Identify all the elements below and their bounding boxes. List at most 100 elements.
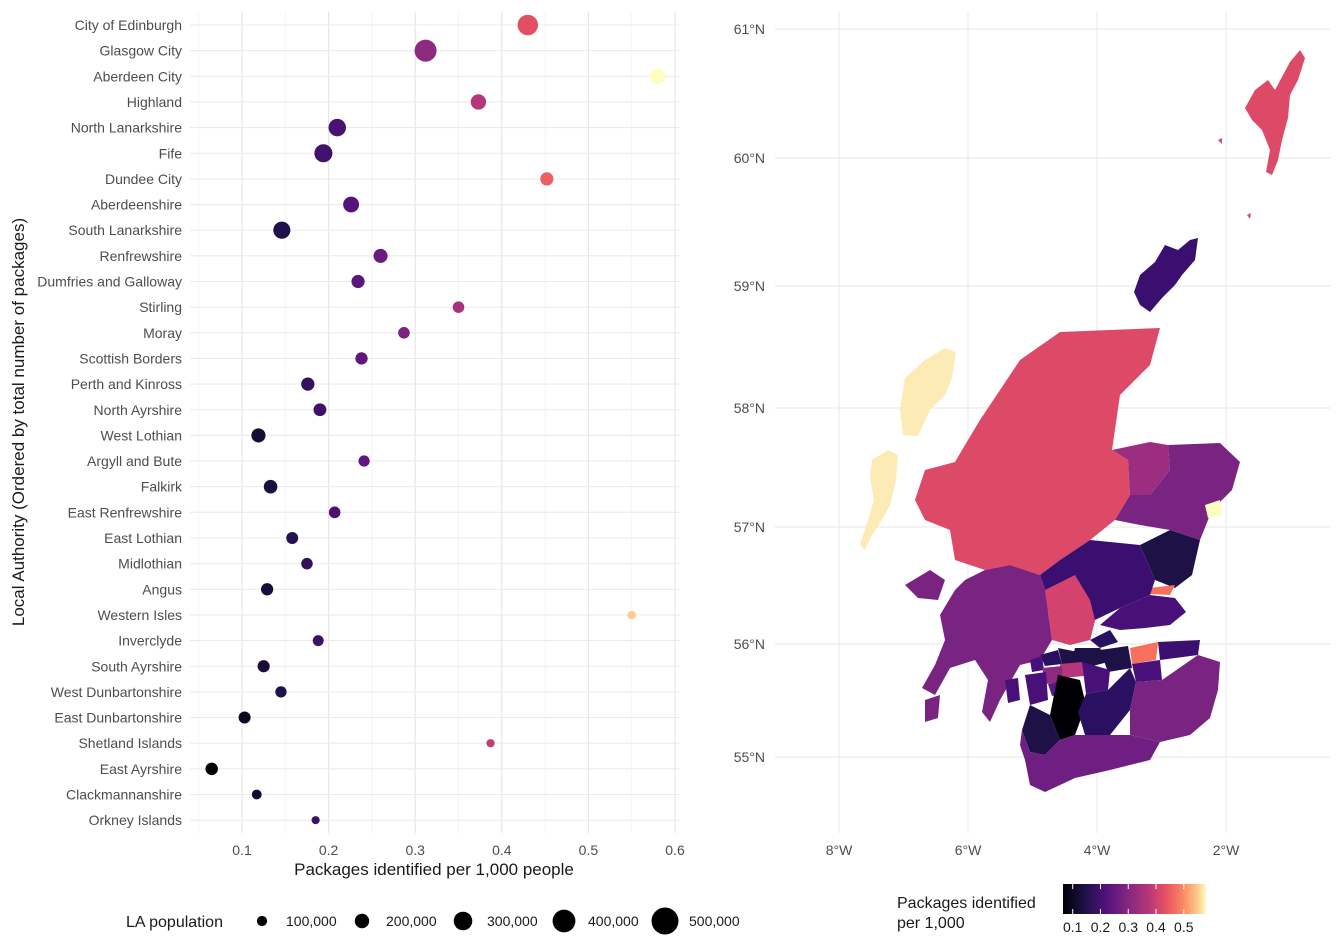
data-point: [286, 532, 299, 544]
latitude-label: 61°N: [734, 21, 765, 37]
category-label: Dumfries and Galloway: [37, 274, 182, 290]
color-legend-ticks: 0.1 0.2 0.3 0.4 0.5: [1063, 884, 1194, 935]
category-label: Midlothian: [118, 556, 182, 572]
category-label: East Dunbartonshire: [54, 710, 182, 726]
data-point: [238, 711, 251, 724]
data-point: [517, 14, 539, 36]
size-legend: LA population 100,000 200,000 300,000 400,0…: [126, 907, 740, 935]
size-legend-label: 300,000: [487, 913, 538, 929]
longitude-label: 6°W: [955, 842, 982, 858]
latitude-label: 60°N: [734, 150, 765, 166]
latitude-label: 58°N: [734, 400, 765, 416]
data-point: [650, 68, 666, 84]
longitude-label: 4°W: [1084, 842, 1111, 858]
size-legend-items: 100,000 200,000 300,000 400,000 500,000: [256, 907, 740, 935]
region-fife: [1100, 595, 1186, 630]
color-legend-bar: [1063, 884, 1206, 914]
category-label: North Lanarkshire: [71, 120, 182, 136]
x-tick-label: 0.6: [665, 842, 685, 858]
data-point: [486, 739, 495, 748]
data-point: [301, 377, 315, 391]
category-label: West Dunbartonshire: [51, 684, 182, 700]
category-label: Stirling: [139, 299, 182, 315]
data-point: [273, 221, 291, 239]
data-point: [373, 248, 388, 263]
x-tick-label: 0.1: [232, 842, 252, 858]
region-argyll-and-bute: [922, 565, 1052, 722]
category-label: Scottish Borders: [79, 350, 182, 366]
size-legend-circle: [552, 909, 576, 933]
region-stirling: [1045, 575, 1095, 645]
color-legend-tick-label: 0.2: [1091, 919, 1111, 935]
x-tick-label: 0.2: [319, 842, 339, 858]
region-east-lothian: [1158, 640, 1200, 660]
region-western-isles: [900, 348, 956, 436]
longitude-labels: 8°W 6°W 4°W 2°W: [826, 842, 1240, 858]
region-orkney-islands: [1134, 238, 1198, 312]
x-tick-label: 0.4: [492, 842, 512, 858]
region-western-isles-south: [860, 450, 898, 550]
category-label: Dundee City: [105, 171, 182, 187]
data-point: [251, 428, 266, 443]
category-label: Highland: [127, 94, 182, 110]
data-point: [328, 506, 341, 519]
category-label: Aberdeen City: [93, 68, 182, 84]
color-legend-tick-label: 0.5: [1174, 919, 1194, 935]
longitude-label: 2°W: [1213, 842, 1240, 858]
category-label: Aberdeenshire: [91, 197, 182, 213]
data-point: [627, 610, 636, 620]
region-renfrewshire: [1042, 666, 1062, 684]
category-label: East Lothian: [104, 530, 182, 546]
longitude-label: 8°W: [826, 842, 853, 858]
scatter-points: [205, 14, 666, 825]
category-label: East Renfrewshire: [68, 504, 183, 520]
data-point: [263, 479, 278, 494]
category-label: Renfrewshire: [100, 248, 183, 264]
region-dundee-city: [1150, 585, 1175, 595]
region-aberdeen-city: [1205, 500, 1222, 518]
size-legend-label: 500,000: [689, 913, 740, 929]
region-moray: [1112, 442, 1170, 495]
size-legend-label: 200,000: [386, 913, 437, 929]
region-east-ayrshire: [1050, 675, 1086, 740]
data-point: [414, 39, 437, 62]
category-label: Clackmannanshire: [66, 787, 182, 803]
color-legend-tick-label: 0.3: [1119, 919, 1139, 935]
category-label: Glasgow City: [100, 43, 182, 59]
y-axis-title: Local Authority (Ordered by total number…: [9, 218, 28, 626]
region-west-dunbartonshire: [1040, 650, 1062, 666]
latitude-label: 56°N: [734, 636, 765, 652]
color-legend-tick-label: 0.4: [1146, 919, 1166, 935]
region-dumfries-and-galloway: [1020, 730, 1160, 792]
region-highland: [915, 328, 1160, 575]
data-point: [260, 583, 274, 596]
data-point: [351, 274, 365, 289]
category-label: North Ayrshire: [94, 402, 183, 418]
x-tick-label: 0.3: [405, 842, 425, 858]
category-labels: City of Edinburgh Glasgow City Aberdeen Ci…: [37, 17, 183, 828]
region-clackmannanshire: [1090, 630, 1118, 648]
category-label: City of Edinburgh: [75, 17, 182, 33]
region-glasgow-city: [1060, 662, 1084, 678]
data-point: [540, 172, 554, 186]
x-tick-label: 0.5: [579, 842, 599, 858]
category-label: South Ayrshire: [91, 658, 182, 674]
size-legend-label: 400,000: [588, 913, 639, 929]
data-point: [312, 635, 324, 647]
category-label: Moray: [143, 325, 182, 341]
category-label: Fife: [159, 145, 183, 161]
category-label: South Lanarkshire: [68, 222, 182, 238]
region-midlothian: [1132, 660, 1162, 682]
map-panel: 61°N 60°N 59°N 58°N 57°N 56°N 55°N 8°W 6°W 4°W 2°…: [734, 12, 1330, 858]
color-legend-title-line2: per 1,000: [897, 915, 965, 932]
category-label: Shetland Islands: [78, 735, 182, 751]
data-point: [205, 762, 218, 776]
data-point: [452, 301, 465, 313]
color-legend-title-line1: Packages identified: [897, 895, 1036, 912]
data-point: [251, 789, 262, 800]
region-east-dunbartonshire: [1058, 648, 1078, 664]
size-legend-circle: [256, 915, 268, 927]
data-point: [358, 455, 370, 467]
category-label: Perth and Kinross: [71, 376, 182, 392]
category-label: Falkirk: [141, 479, 183, 495]
